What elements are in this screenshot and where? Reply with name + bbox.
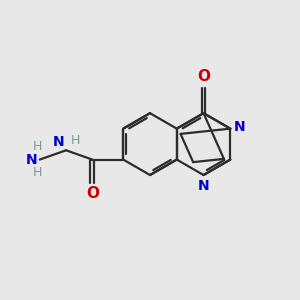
Text: N: N	[53, 135, 64, 149]
Text: N: N	[233, 120, 245, 134]
Text: N: N	[198, 178, 209, 193]
Text: H: H	[33, 166, 42, 179]
Text: N: N	[26, 153, 38, 166]
Text: O: O	[197, 69, 210, 84]
Text: O: O	[86, 186, 99, 201]
Text: H: H	[70, 134, 80, 147]
Text: H: H	[33, 140, 42, 153]
